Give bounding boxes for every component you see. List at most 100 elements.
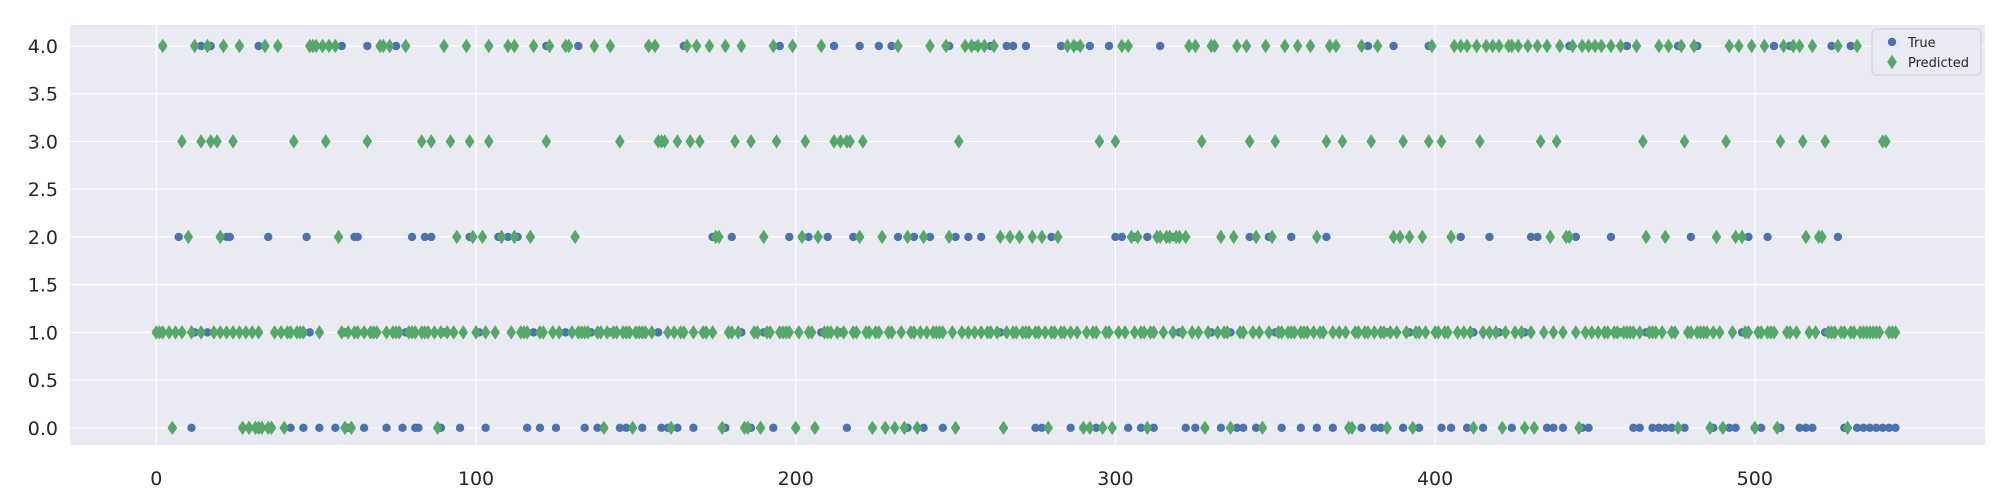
- predicted-point: [663, 325, 673, 340]
- y-tick-label: 2.5: [28, 179, 58, 201]
- predicted-point: [1388, 229, 1399, 245]
- predicted-point: [1634, 325, 1645, 340]
- true-point: [302, 232, 311, 242]
- predicted-point: [1833, 38, 1843, 54]
- true-point: [331, 423, 340, 433]
- legend-marker-true: [1887, 37, 1897, 47]
- predicted-point: [643, 38, 654, 54]
- true-point: [1478, 423, 1488, 433]
- predicted-point: [1379, 325, 1389, 340]
- predicted-point: [458, 325, 469, 340]
- true-point: [1398, 423, 1408, 433]
- predicted-point: [244, 420, 254, 436]
- true-point: [1047, 232, 1056, 242]
- predicted-point: [1203, 325, 1213, 340]
- true-point: [1143, 232, 1152, 242]
- true-point: [1111, 232, 1120, 242]
- predicted-point: [1759, 38, 1770, 54]
- predicted-point: [925, 38, 935, 54]
- true-point: [1629, 423, 1638, 433]
- predicted-point: [416, 134, 427, 149]
- predicted-point: [196, 134, 206, 149]
- predicted-point: [439, 38, 449, 54]
- predicted-point: [1852, 38, 1862, 54]
- x-tick-label: 100: [458, 468, 494, 490]
- predicted-point: [1196, 134, 1207, 149]
- predicted-point: [1510, 325, 1520, 340]
- true-point: [299, 423, 308, 433]
- predicted-point: [1449, 38, 1460, 54]
- predicted-point: [1324, 38, 1335, 54]
- predicted-point: [1164, 229, 1175, 245]
- predicted-point: [544, 38, 555, 54]
- predicted-point: [1513, 38, 1524, 54]
- predicted-point: [1606, 38, 1616, 54]
- predicted-point: [1257, 420, 1268, 436]
- predicted-point: [1260, 38, 1271, 54]
- predicted-point: [234, 325, 245, 340]
- predicted-point: [1049, 325, 1060, 340]
- true-point: [1731, 423, 1740, 433]
- true-point: [1312, 423, 1322, 433]
- predicted-point: [1065, 325, 1076, 340]
- true-point: [893, 232, 903, 242]
- true-point: [1763, 232, 1772, 242]
- predicted-point: [1679, 134, 1690, 149]
- true-point: [561, 328, 570, 337]
- true-point: [1654, 423, 1664, 433]
- predicted-point: [1398, 134, 1408, 149]
- predicted-point: [1612, 325, 1623, 340]
- predicted-point: [1123, 38, 1134, 54]
- predicted-point: [1564, 229, 1575, 245]
- true-point: [551, 423, 561, 433]
- true-point: [1357, 423, 1366, 433]
- true-point: [359, 423, 369, 433]
- predicted-point: [442, 325, 453, 340]
- true-point: [1891, 423, 1900, 433]
- predicted-point: [1334, 325, 1345, 340]
- true-point: [1239, 423, 1248, 433]
- predicted-point: [1708, 325, 1719, 340]
- true-point: [254, 41, 263, 51]
- predicted-point: [189, 38, 200, 54]
- predicted-point: [1686, 325, 1696, 340]
- predicted-point: [816, 38, 827, 54]
- predicted-point: [1072, 325, 1082, 340]
- true-point: [593, 423, 602, 433]
- predicted-point: [1081, 325, 1092, 340]
- predicted-point: [1289, 325, 1300, 340]
- predicted-point: [1212, 325, 1223, 340]
- true-point: [673, 423, 682, 433]
- y-tick-label: 4.0: [28, 36, 58, 58]
- predicted-point: [196, 325, 206, 340]
- predicted-point: [1478, 325, 1488, 340]
- true-point: [1008, 41, 1018, 51]
- true-point: [1584, 423, 1593, 433]
- true-point: [1389, 41, 1398, 51]
- predicted-point: [471, 325, 481, 340]
- predicted-point: [1797, 134, 1808, 149]
- predicted-point: [1778, 38, 1789, 54]
- true-point: [196, 41, 206, 51]
- predicted-point: [1714, 325, 1725, 340]
- predicted-point: [1452, 325, 1463, 340]
- y-tick-label: 0.0: [28, 418, 58, 440]
- predicted-point: [714, 229, 724, 245]
- true-point: [1002, 41, 1011, 51]
- predicted-point: [1091, 325, 1102, 340]
- predicted-point: [343, 325, 353, 340]
- predicted-point: [538, 325, 548, 340]
- true-point: [1878, 423, 1887, 433]
- predicted-point: [1401, 325, 1412, 340]
- predicted-point: [679, 325, 689, 340]
- predicted-point: [736, 38, 747, 54]
- predicted-point: [1407, 420, 1418, 436]
- true-point: [775, 41, 784, 51]
- predicted-point: [794, 325, 804, 340]
- predicted-point: [1849, 325, 1859, 340]
- predicted-point: [854, 229, 865, 245]
- predicted-point: [279, 420, 289, 436]
- true-point: [535, 423, 545, 433]
- true-point: [1526, 232, 1536, 242]
